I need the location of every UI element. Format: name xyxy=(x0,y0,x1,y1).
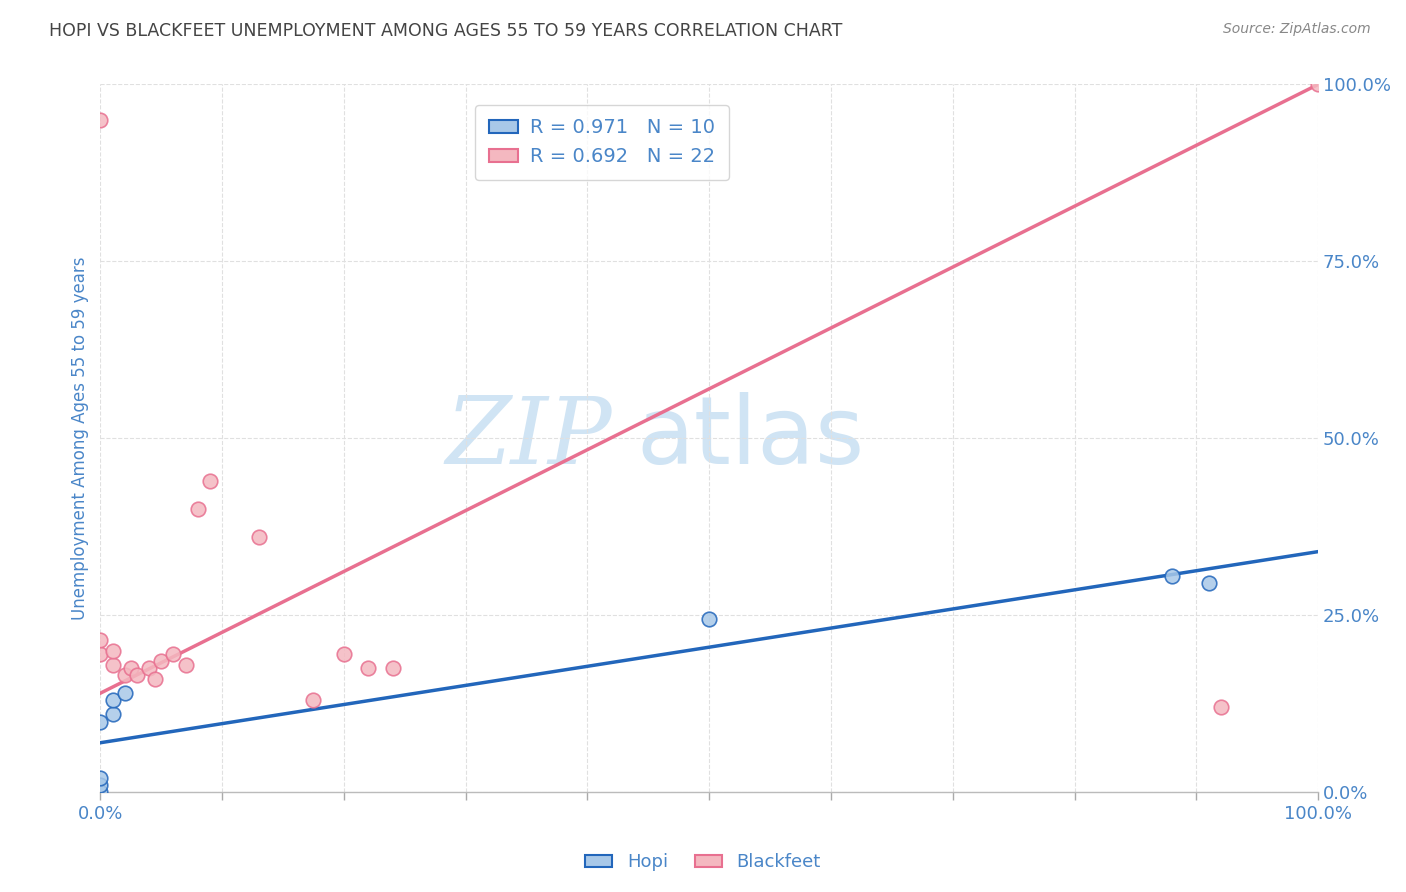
Point xyxy=(89,714,111,729)
Point xyxy=(114,668,136,682)
Point xyxy=(125,668,148,682)
Point xyxy=(143,672,166,686)
Point xyxy=(89,112,111,127)
Point xyxy=(187,502,209,516)
Point xyxy=(1209,700,1232,714)
Point xyxy=(89,647,111,661)
Point xyxy=(114,686,136,700)
Point xyxy=(174,657,197,672)
Point xyxy=(302,693,325,707)
Point xyxy=(697,612,720,626)
Point xyxy=(150,654,173,668)
Text: ZIP: ZIP xyxy=(446,393,612,483)
Point xyxy=(101,707,124,722)
Y-axis label: Unemployment Among Ages 55 to 59 years: Unemployment Among Ages 55 to 59 years xyxy=(72,257,89,620)
Point xyxy=(162,647,184,661)
Point xyxy=(89,633,111,648)
Point xyxy=(89,778,111,792)
Point xyxy=(120,661,142,675)
Point xyxy=(1161,569,1184,583)
Point xyxy=(357,661,380,675)
Point xyxy=(101,644,124,658)
Text: atlas: atlas xyxy=(636,392,865,484)
Point xyxy=(198,474,221,488)
Point xyxy=(247,531,270,545)
Legend: Hopi, Blackfeet: Hopi, Blackfeet xyxy=(578,847,828,879)
Point xyxy=(333,647,356,661)
Point xyxy=(101,693,124,707)
Point xyxy=(381,661,404,675)
Point xyxy=(89,771,111,785)
Text: HOPI VS BLACKFEET UNEMPLOYMENT AMONG AGES 55 TO 59 YEARS CORRELATION CHART: HOPI VS BLACKFEET UNEMPLOYMENT AMONG AGE… xyxy=(49,22,842,40)
Legend: R = 0.971   N = 10, R = 0.692   N = 22: R = 0.971 N = 10, R = 0.692 N = 22 xyxy=(475,104,728,179)
Point xyxy=(89,785,111,799)
Point xyxy=(1308,78,1330,92)
Point xyxy=(101,657,124,672)
Point xyxy=(1198,576,1220,591)
Point xyxy=(138,661,160,675)
Text: Source: ZipAtlas.com: Source: ZipAtlas.com xyxy=(1223,22,1371,37)
